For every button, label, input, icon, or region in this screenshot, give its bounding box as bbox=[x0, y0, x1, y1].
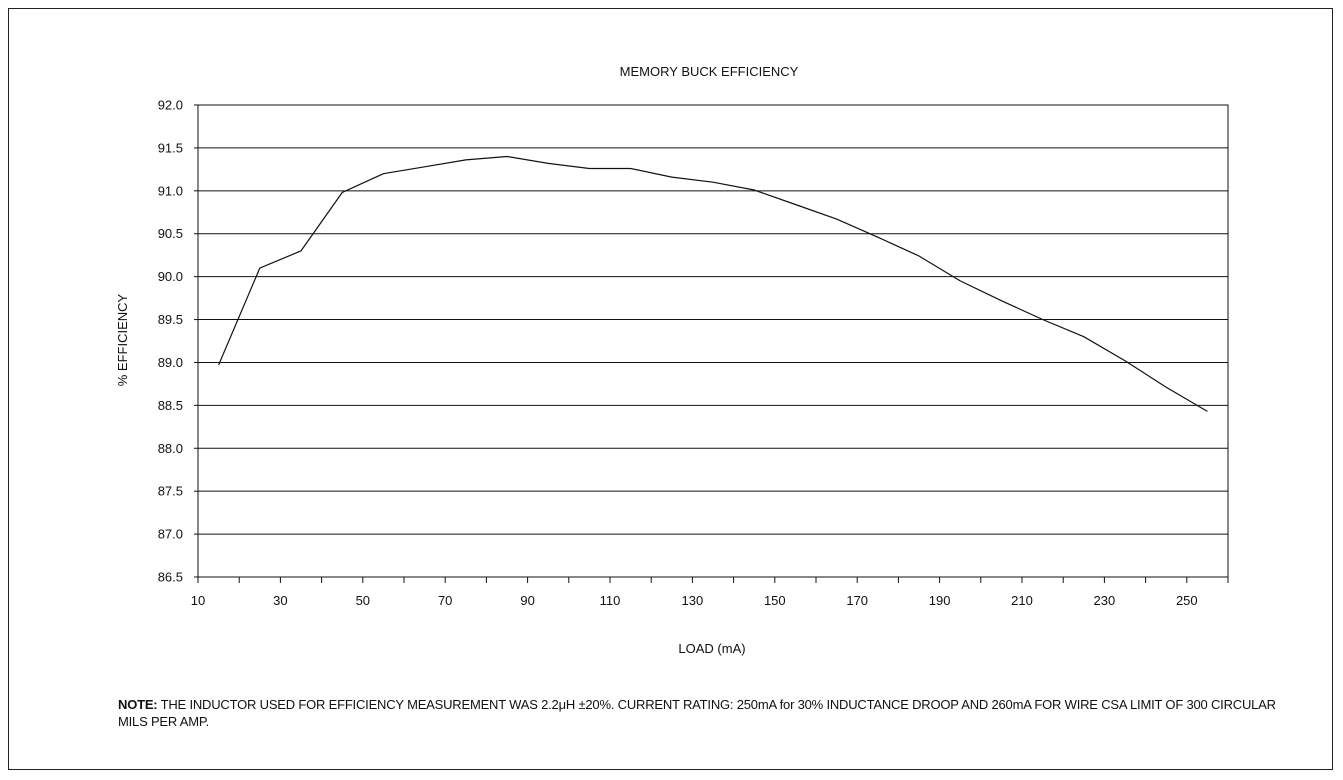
figure-frame bbox=[8, 8, 1333, 770]
x-tick-label: 150 bbox=[764, 593, 786, 608]
gridlines bbox=[198, 104, 1228, 578]
x-tick-label: 90 bbox=[520, 593, 534, 608]
x-axis-label: LOAD (mA) bbox=[678, 641, 745, 656]
x-tick-label: 130 bbox=[682, 593, 704, 608]
x-axis-ticks: 10 30 50 70 90 110 130 150 170 190 210 230 250 bbox=[191, 577, 1229, 608]
efficiency-line bbox=[218, 155, 1208, 412]
x-tick-label: 210 bbox=[1011, 593, 1033, 608]
chart-title: MEMORY BUCK EFFICIENCY bbox=[620, 64, 799, 79]
y-tick-label: 86.5 bbox=[158, 570, 183, 585]
note-text: NOTE: THE INDUCTOR USED FOR EFFICIENCY M… bbox=[118, 696, 1298, 730]
y-tick-label: 88.0 bbox=[158, 441, 183, 456]
efficiency-chart: MEMORY BUCK EFFICIENCY % EFFICIENCY LOAD… bbox=[115, 64, 1229, 656]
x-tick-label: 10 bbox=[191, 593, 205, 608]
x-tick-label: 30 bbox=[273, 593, 287, 608]
y-tick-label: 91.0 bbox=[158, 183, 183, 198]
x-tick-label: 110 bbox=[600, 593, 621, 608]
y-axis-label: % EFFICIENCY bbox=[115, 293, 130, 386]
x-tick-label: 50 bbox=[356, 593, 370, 608]
y-tick-label: 87.0 bbox=[158, 527, 183, 542]
y-tick-label: 89.5 bbox=[158, 312, 183, 327]
note-body: THE INDUCTOR USED FOR EFFICIENCY MEASURE… bbox=[118, 697, 1276, 729]
plot-area bbox=[197, 104, 1229, 578]
x-tick-label: 170 bbox=[846, 593, 868, 608]
y-tick-label: 90.0 bbox=[158, 269, 183, 284]
y-tick-label: 87.5 bbox=[158, 484, 183, 499]
y-tick-label: 88.5 bbox=[158, 398, 183, 413]
note-label: NOTE: bbox=[118, 697, 158, 712]
y-tick-label: 90.5 bbox=[158, 226, 183, 241]
y-tick-label: 91.5 bbox=[158, 140, 183, 155]
x-tick-label: 230 bbox=[1094, 593, 1116, 608]
x-tick-label: 70 bbox=[438, 593, 452, 608]
y-tick-label: 89.0 bbox=[158, 355, 183, 370]
y-axis-ticks: 86.5 87.0 87.5 88.0 88.5 89.0 89.5 90.0 90.5 91.0… bbox=[158, 98, 198, 585]
x-tick-label: 190 bbox=[929, 593, 951, 608]
x-tick-label: 250 bbox=[1176, 593, 1198, 608]
y-tick-label: 92.0 bbox=[158, 98, 183, 113]
